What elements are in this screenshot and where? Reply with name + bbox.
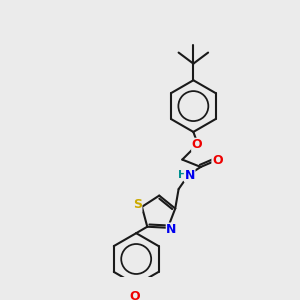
- Text: O: O: [129, 290, 140, 300]
- Text: S: S: [133, 199, 142, 212]
- Text: O: O: [192, 138, 203, 151]
- Text: O: O: [212, 154, 223, 167]
- Text: H: H: [178, 170, 187, 180]
- Text: N: N: [184, 169, 195, 182]
- Text: N: N: [167, 223, 177, 236]
